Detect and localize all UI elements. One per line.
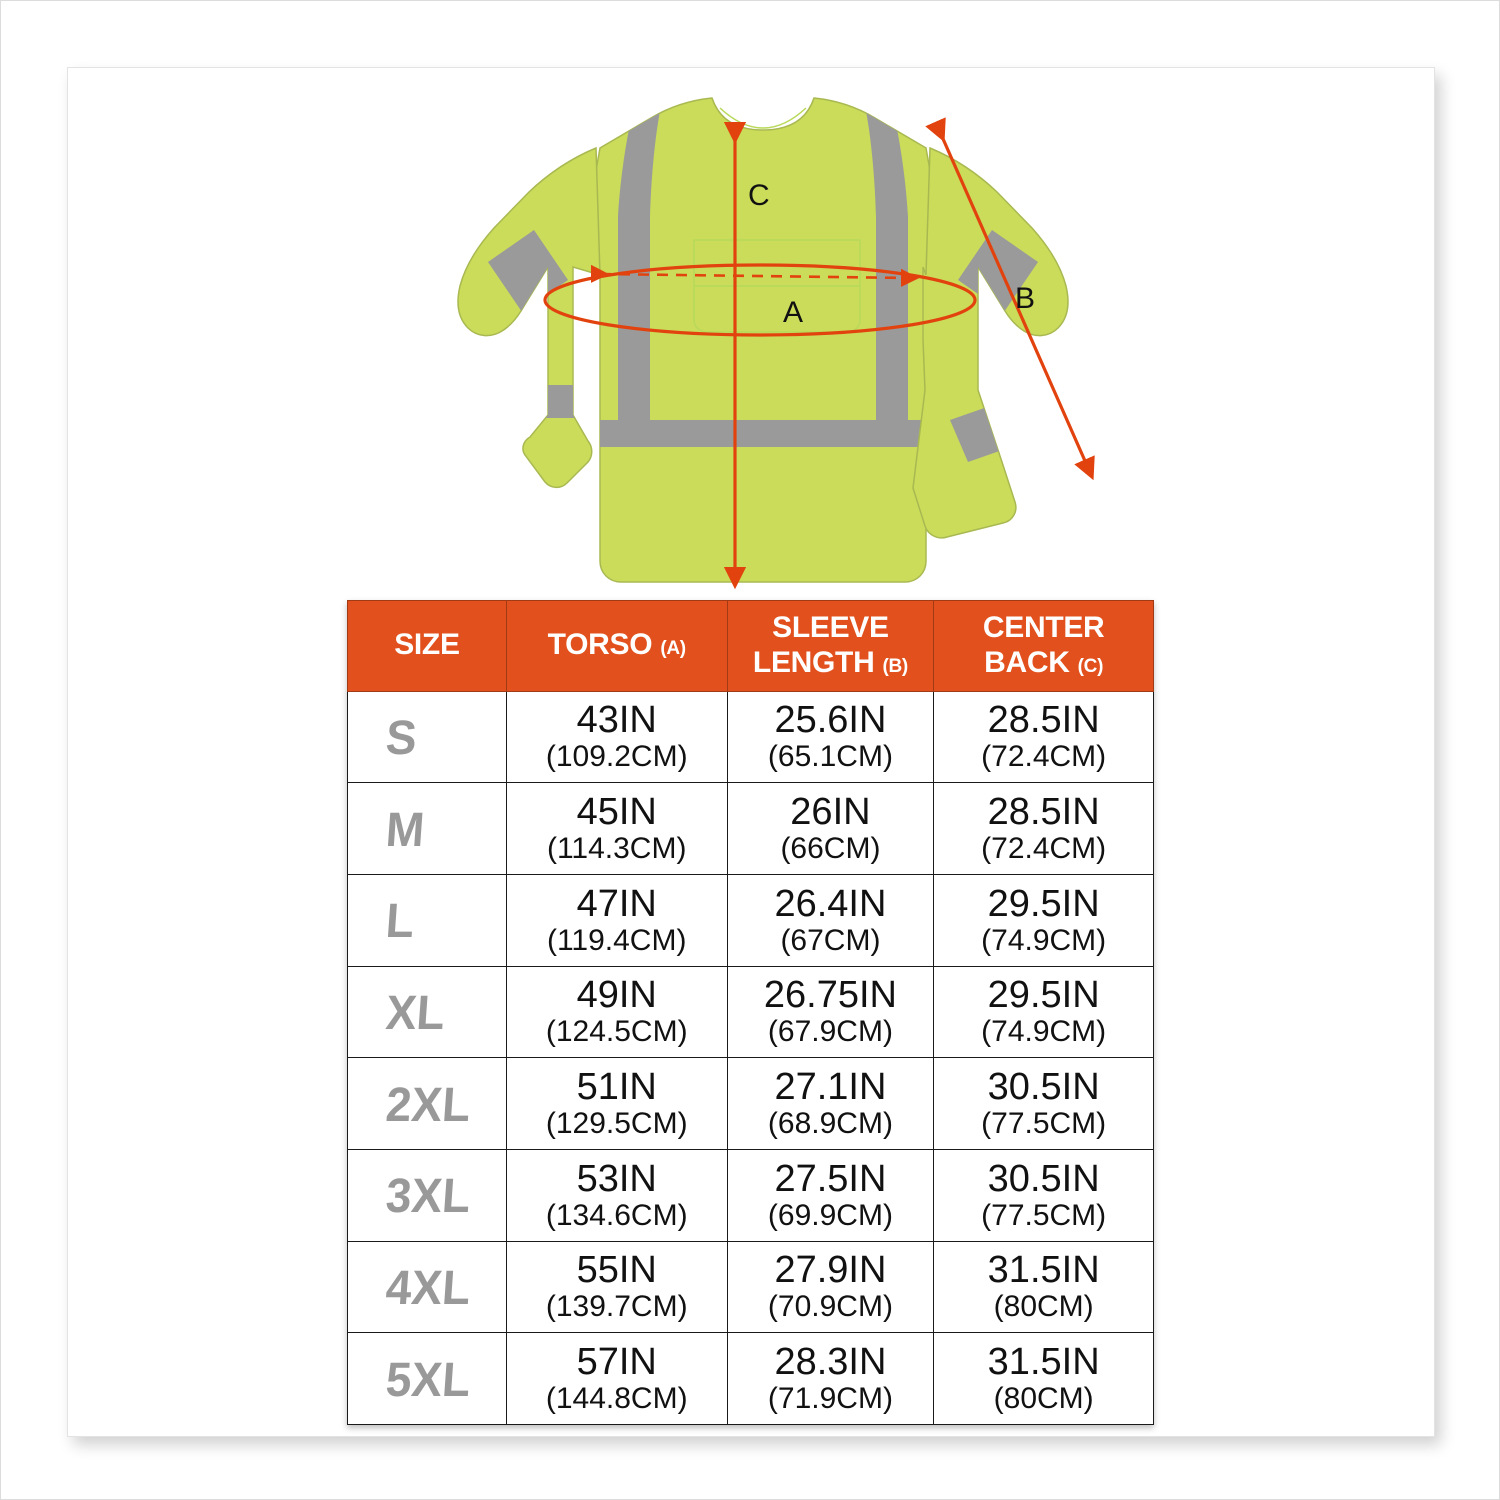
svg-text:A: A: [783, 296, 803, 329]
svg-text:B: B: [1015, 282, 1035, 315]
svg-text:C: C: [748, 179, 770, 212]
